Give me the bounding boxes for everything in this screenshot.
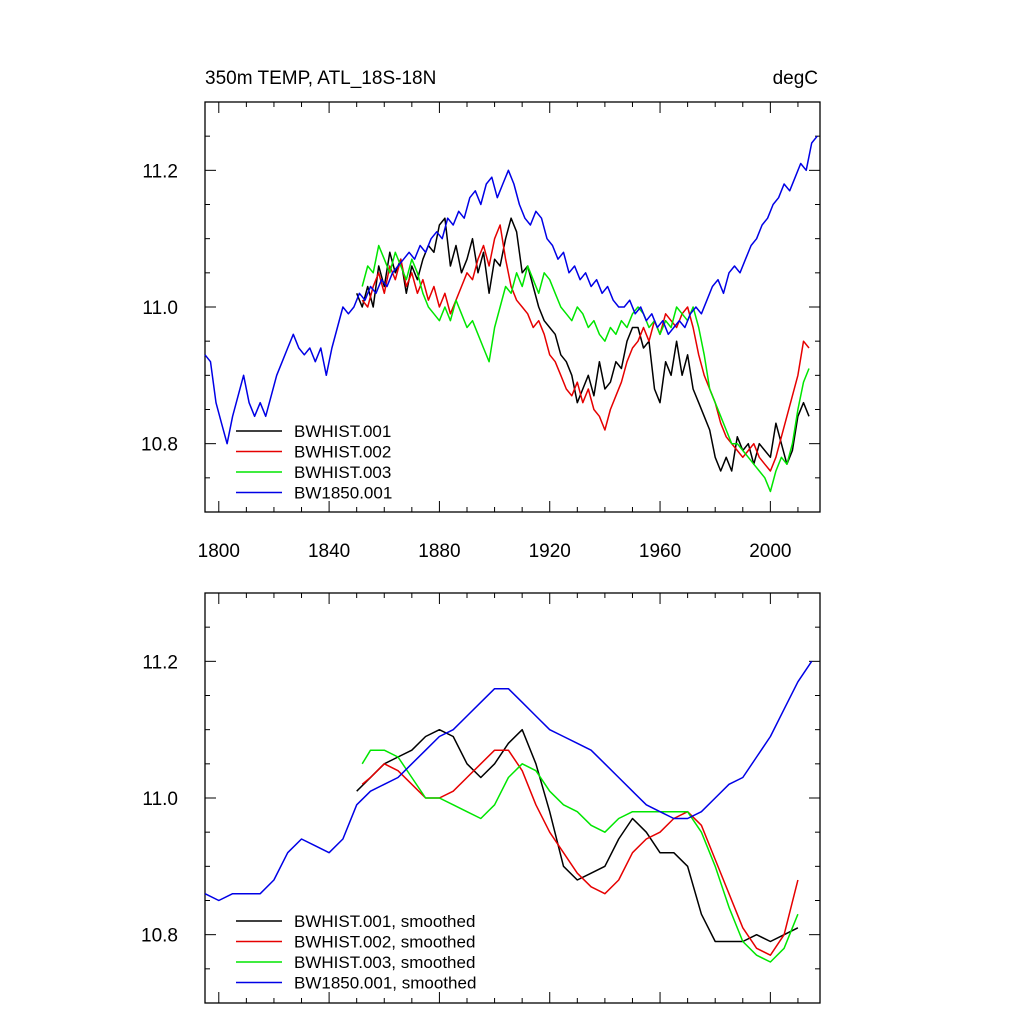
chart-units: degC xyxy=(773,68,818,89)
legend-label: BWHIST.002 xyxy=(294,443,391,462)
y-tick-label: 11.0 xyxy=(142,298,178,319)
series-line-bwhist-003-smoothed xyxy=(361,749,799,963)
series-line-bwhist-001 xyxy=(356,217,810,472)
series-line-bw1850-001-smoothed xyxy=(204,660,813,902)
legend-label: BW1850.001, smoothed xyxy=(294,974,476,993)
x-tick-label: 1960 xyxy=(639,541,681,562)
y-tick-label: 11.2 xyxy=(142,652,178,673)
x-tick-label: 1920 xyxy=(529,541,571,562)
series-line-bwhist-003 xyxy=(361,244,810,493)
y-tick-label: 10.8 xyxy=(141,435,178,456)
legend-label: BWHIST.003 xyxy=(294,463,391,482)
legend-label: BWHIST.001 xyxy=(294,422,391,441)
series-line-bw1850-001 xyxy=(204,135,818,445)
series-line-bwhist-002 xyxy=(361,224,810,472)
x-tick-label: 1800 xyxy=(198,541,240,562)
x-tick-label: 1840 xyxy=(308,541,350,562)
legend-label: BW1850.001 xyxy=(294,484,392,503)
y-tick-label: 10.8 xyxy=(141,926,178,947)
legend-label: BWHIST.001, smoothed xyxy=(294,912,475,931)
y-tick-label: 11.0 xyxy=(142,789,178,810)
series-line-bwhist-001-smoothed xyxy=(356,728,799,943)
y-tick-label: 11.2 xyxy=(142,161,178,182)
legend-label: BWHIST.003, smoothed xyxy=(294,953,475,972)
chart-title: 350m TEMP, ATL_18S-18N xyxy=(205,68,436,89)
x-tick-label: 1880 xyxy=(418,541,460,562)
x-tick-label: 2000 xyxy=(749,541,791,562)
legend-label: BWHIST.002, smoothed xyxy=(294,933,475,952)
